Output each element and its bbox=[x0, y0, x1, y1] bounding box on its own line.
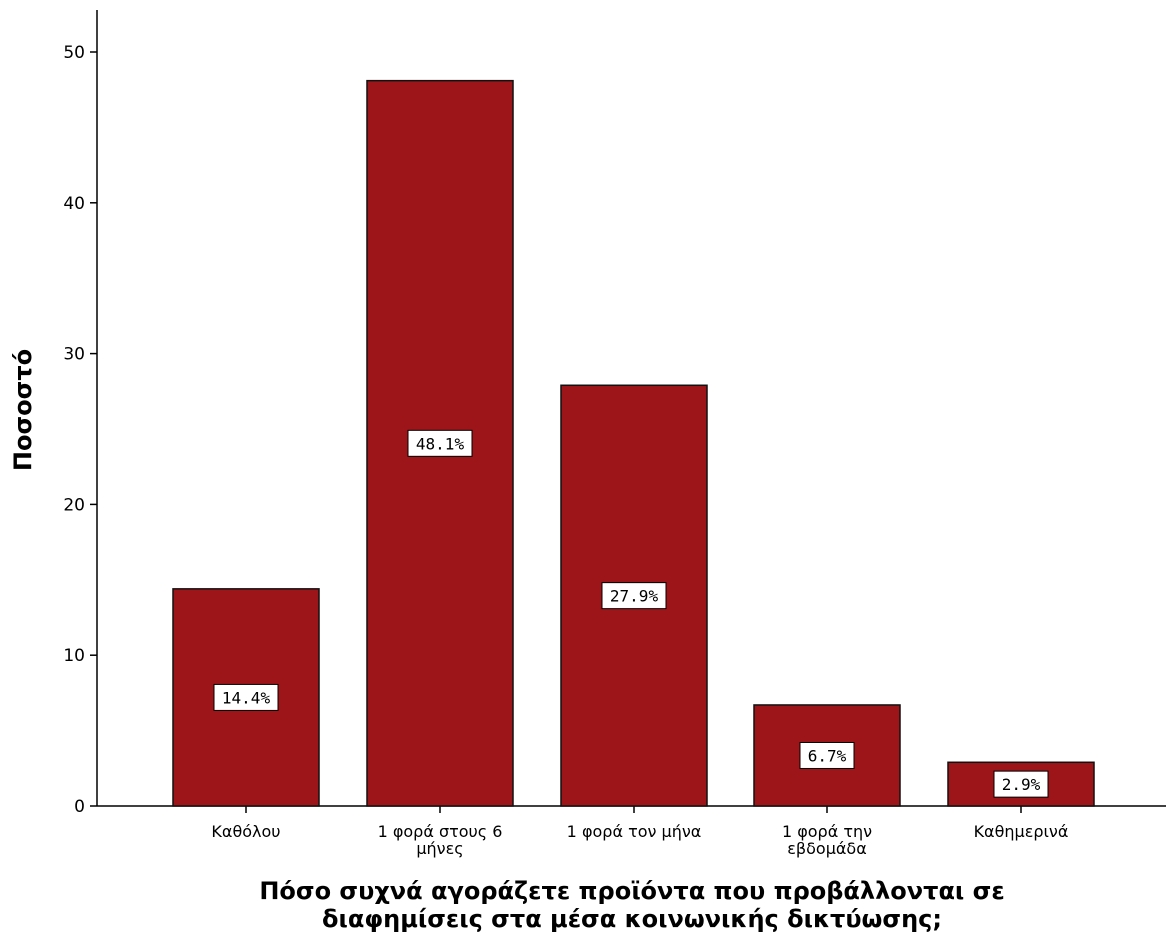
data-label: 27.9% bbox=[601, 582, 667, 610]
data-label-box bbox=[601, 582, 667, 610]
data-label-text: 14.4% bbox=[222, 688, 271, 707]
data-label-text: 27.9% bbox=[610, 587, 659, 606]
x-tick-label: Καθημερινά bbox=[974, 822, 1069, 841]
data-label-text: 2.9% bbox=[1002, 775, 1041, 794]
y-tick-label: 0 bbox=[74, 797, 85, 817]
y-tick-label: 50 bbox=[63, 43, 85, 63]
x-axis-title: Πόσο συχνά αγοράζετε προϊόντα που προβάλ… bbox=[259, 877, 1004, 905]
y-tick-label: 20 bbox=[63, 495, 85, 515]
y-tick-label: 40 bbox=[63, 194, 85, 214]
x-tick-label: 1 φορά τον μήνα bbox=[567, 822, 702, 841]
axis-titles: Ποσοστό Πόσο συχνά αγοράζετε προϊόντα που… bbox=[9, 349, 1005, 933]
data-label: 2.9% bbox=[993, 770, 1049, 798]
data-label-text: 6.7% bbox=[808, 746, 847, 765]
x-tick-label: Καθόλου bbox=[211, 822, 280, 841]
x-axis-title: διαφημίσεις στα μέσα κοινωνικής δικτύωση… bbox=[322, 905, 942, 933]
x-tick-label: εβδομάδα bbox=[787, 839, 867, 858]
x-tick-label: 1 φορά στους 6 bbox=[378, 822, 503, 841]
data-labels: 14.4% 48.1% 27.9% 6.7% 2.9% bbox=[213, 429, 1049, 798]
y-axis-title: Ποσοστό bbox=[9, 349, 37, 471]
data-label-box bbox=[407, 429, 473, 457]
data-label: 48.1% bbox=[407, 429, 473, 457]
data-label-box bbox=[993, 770, 1049, 798]
y-tick-label: 30 bbox=[63, 345, 85, 365]
data-label-box bbox=[799, 741, 855, 769]
y-tick-label: 10 bbox=[63, 646, 85, 666]
bars bbox=[172, 79, 1095, 807]
x-tick-label: 1 φορά την bbox=[782, 822, 872, 841]
data-label-text: 48.1% bbox=[416, 434, 465, 453]
data-label: 6.7% bbox=[799, 741, 855, 769]
data-label: 14.4% bbox=[213, 683, 279, 711]
x-tick-label: μήνες bbox=[416, 839, 463, 858]
data-label-box bbox=[213, 683, 279, 711]
